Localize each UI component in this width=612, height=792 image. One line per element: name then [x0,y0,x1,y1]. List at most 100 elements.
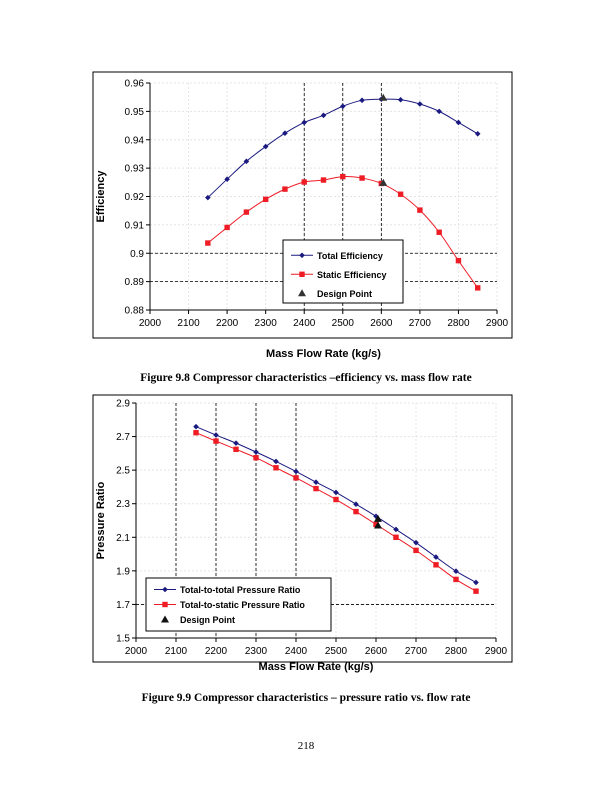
data-point [253,449,259,455]
data-point [455,119,462,126]
data-point [301,119,308,126]
x-tick-label: 2300 [245,646,268,657]
data-point [473,588,479,594]
legend-item: Total-to-total Pressure Ratio [154,585,301,595]
y-tick-label: 0.88 [125,306,145,317]
legend-item: Static Efficiency [291,270,387,280]
legend-item: Total Efficiency [291,251,383,261]
x-tick-label: 2900 [486,318,509,329]
figure-9-9-caption: Figure 9.9 Compressor characteristics – … [141,692,471,704]
data-point [262,196,269,203]
legend-marker [299,252,305,259]
data-point [193,430,199,436]
y-tick-label: 1.7 [116,600,130,611]
design-point-marker [379,178,388,186]
data-point [436,108,442,115]
legend-label: Total Efficiency [317,251,383,261]
y-tick-label: 0.95 [125,107,145,118]
data-point [233,446,239,453]
x-tick-label: 2300 [255,318,278,329]
x-tick-label: 2200 [205,646,228,657]
y-tick-label: 0.96 [125,79,145,90]
y-tick-label: 2.5 [116,466,130,477]
y-tick-label: 0.92 [125,192,145,203]
design-point-marker [374,521,382,529]
data-point [262,143,269,150]
data-point [224,176,230,182]
x-axis-title: Mass Flow Rate (kg/s) [266,348,381,360]
legend-marker [161,615,169,623]
y-tick-label: 0.9 [130,249,144,260]
x-tick-label: 2400 [293,318,316,329]
data-point [233,440,239,446]
data-point [453,568,459,574]
legend-label: Total-to-total Pressure Ratio [180,585,301,595]
legend-marker [162,601,168,608]
data-point [473,579,479,586]
legend: Total-to-total Pressure Ratio Total-to-st… [145,577,332,632]
legend-label: Static Efficiency [317,270,387,280]
data-point [339,103,346,110]
legend-marker [298,289,306,297]
data-point [282,130,288,137]
legend: Total Efficiency Static Efficiency Design … [282,239,404,304]
x-tick-label: 2200 [216,318,239,329]
data-point [313,485,319,492]
data-point [273,458,279,465]
data-point [333,489,339,496]
data-point [253,455,259,461]
y-axis-title: Pressure Ratio [95,481,107,559]
x-tick-label: 2800 [445,646,468,657]
data-point [397,191,404,197]
data-point [474,130,481,137]
x-tick-label: 2500 [332,318,355,329]
data-point [320,112,327,119]
data-point [433,554,439,560]
design-point-marker [374,514,382,522]
y-tick-label: 1.9 [116,566,130,577]
data-point [353,508,359,515]
x-tick-label: 2000 [139,318,162,329]
legend-box [145,577,332,632]
y-tick-label: 0.93 [125,164,145,175]
data-point [273,465,279,471]
x-tick-label: 2900 [485,646,508,657]
legend-label: Total-to-static Pressure Ratio [180,600,305,610]
data-point [453,576,459,583]
y-axis-title: Efficiency [95,170,107,223]
x-tick-label: 2700 [405,646,428,657]
legend-item: Design Point [298,289,372,299]
data-point [293,468,299,475]
data-point [393,526,399,533]
x-tick-label: 2000 [125,646,148,657]
series-total-to-static-pressure-ratio [193,430,479,594]
legend-marker [162,586,168,593]
x-tick-label: 2800 [447,318,470,329]
x-tick-label: 2500 [325,646,348,657]
chart-efficiency: 2000 2100 2200 2300 2400 2500 2600 2700 2800 2900… [92,71,513,360]
y-tick-label: 1.5 [116,634,130,645]
data-point [301,179,307,185]
x-tick-label: 2100 [177,318,200,329]
data-point [417,101,423,107]
data-point [205,240,211,246]
legend-label: Design Point [180,615,235,625]
y-tick-label: 0.89 [125,277,145,288]
y-tick-label: 2.7 [116,432,130,443]
data-point [413,539,419,546]
series-design-point [379,93,388,186]
page-number: 218 [297,740,315,752]
chart-pressure-ratio: 2000 2100 2200 2300 2400 2500 2600 2700 2800 2900… [92,394,513,673]
data-point [205,194,211,201]
data-point [313,479,319,486]
series-total-efficiency [205,96,481,201]
data-point [243,209,250,215]
data-point [193,423,199,430]
data-point [433,562,439,568]
data-point [436,229,442,235]
data-point [359,97,365,104]
x-tick-label: 2700 [409,318,432,329]
y-tick-label: 0.94 [125,135,145,146]
